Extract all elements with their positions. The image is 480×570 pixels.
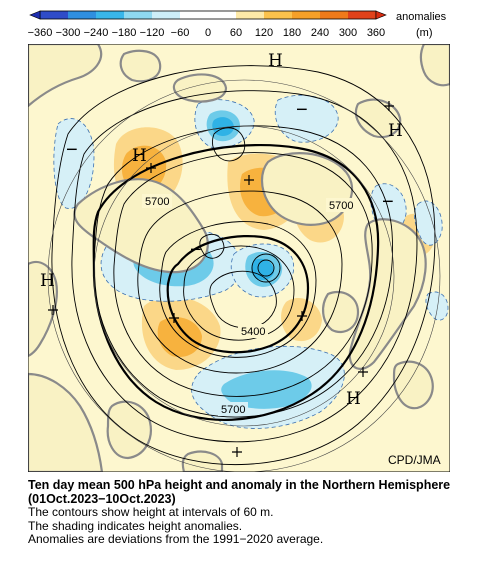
minus-sign-north: − — [296, 99, 308, 121]
colorbar-cell — [264, 11, 292, 19]
map-caption: Ten day mean 500 hPa height and anomaly … — [28, 478, 468, 547]
colorbar-cell — [124, 11, 152, 19]
colorbar-cell — [348, 11, 376, 19]
high-center-southeast: H — [346, 389, 361, 409]
colorbar-cell — [152, 11, 180, 19]
contour-label-5700-south: 5700 — [221, 404, 245, 416]
colorbar-cell — [320, 11, 348, 19]
colorbar-cell — [96, 11, 124, 19]
colorbar-tick-label: −180 — [112, 27, 137, 39]
map-credit: CPD/JMA — [388, 453, 441, 467]
colorbar-tick-label: 240 — [311, 27, 329, 39]
anomaly-colorbar: −360 −300 −240 −180 −120 −60 0 60 120 180 240 300 36… — [0, 0, 480, 50]
colorbar-cell — [236, 11, 264, 19]
colorbar-tick-label: 60 — [230, 27, 242, 39]
colorbar-tick-label: 300 — [339, 27, 357, 39]
high-center-far-west: H — [40, 271, 55, 291]
colorbar-cell — [68, 11, 96, 19]
colorbar-high-arrow — [376, 11, 386, 19]
colorbar-tick-label: −60 — [171, 27, 190, 39]
colorbar-tick-labels: −360 −300 −240 −180 −120 −60 0 60 120 180 240 300 36… — [28, 27, 386, 39]
hemisphere-map: 5700 5700 5400 5700 H H H H H − − − − — [28, 44, 450, 472]
contour-label-5700-east: 5700 — [329, 200, 353, 212]
contour-label-5400: 5400 — [241, 326, 265, 338]
caption-line-contours: The contours show height at intervals of… — [28, 506, 468, 520]
colorbar-tick-label: −120 — [140, 27, 165, 39]
colorbar-tick-label: −360 — [28, 27, 53, 39]
colorbar-cell — [292, 11, 320, 19]
colorbar-tick-label: −240 — [84, 27, 109, 39]
colorbar-tick-label: 360 — [367, 27, 385, 39]
minus-sign-center: − — [190, 239, 202, 261]
colorbar-label: anomalies — [396, 11, 447, 23]
colorbar-tick-label: 180 — [283, 27, 301, 39]
colorbar-cells — [40, 11, 376, 19]
colorbar-cell — [40, 11, 68, 19]
colorbar-unit: (m) — [416, 27, 433, 39]
minus-sign-west: − — [66, 139, 78, 161]
caption-title: Ten day mean 500 hPa height and anomaly … — [28, 478, 468, 506]
colorbar-cell — [208, 11, 236, 19]
high-center-northeast: H — [388, 121, 403, 141]
colorbar-cell — [180, 11, 208, 19]
high-center-north: H — [268, 51, 283, 71]
colorbar-low-arrow — [30, 11, 40, 19]
minus-sign-east: − — [382, 191, 394, 213]
contour-label-5700-west: 5700 — [145, 196, 169, 208]
caption-line-anomalies: Anomalies are deviations from the 1991−2… — [28, 533, 468, 547]
colorbar-tick-label: 0 — [205, 27, 211, 39]
colorbar-tick-label: −300 — [56, 27, 81, 39]
caption-line-shading: The shading indicates height anomalies. — [28, 520, 468, 534]
colorbar-tick-label: 120 — [255, 27, 273, 39]
high-center-west: H — [132, 146, 147, 166]
